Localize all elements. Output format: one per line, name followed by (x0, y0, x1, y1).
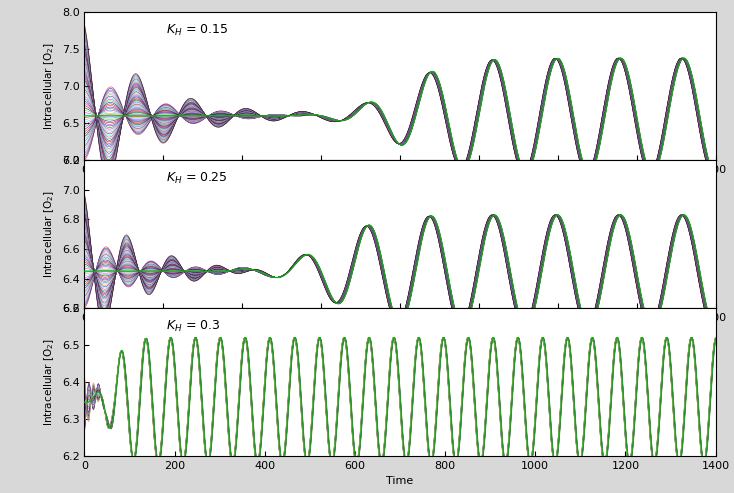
X-axis label: Time: Time (386, 178, 414, 188)
Y-axis label: Intracellular [O$_2$]: Intracellular [O$_2$] (43, 338, 57, 426)
Y-axis label: Intracellular [O$_2$]: Intracellular [O$_2$] (43, 42, 57, 130)
Y-axis label: Intracellular [O$_2$]: Intracellular [O$_2$] (43, 190, 56, 278)
Text: $K_H$ = 0.25: $K_H$ = 0.25 (167, 171, 228, 186)
X-axis label: Time: Time (386, 476, 414, 487)
X-axis label: Time: Time (386, 326, 414, 336)
Text: $K_H$ = 0.15: $K_H$ = 0.15 (167, 23, 229, 38)
Text: $K_H$ = 0.3: $K_H$ = 0.3 (167, 318, 221, 334)
